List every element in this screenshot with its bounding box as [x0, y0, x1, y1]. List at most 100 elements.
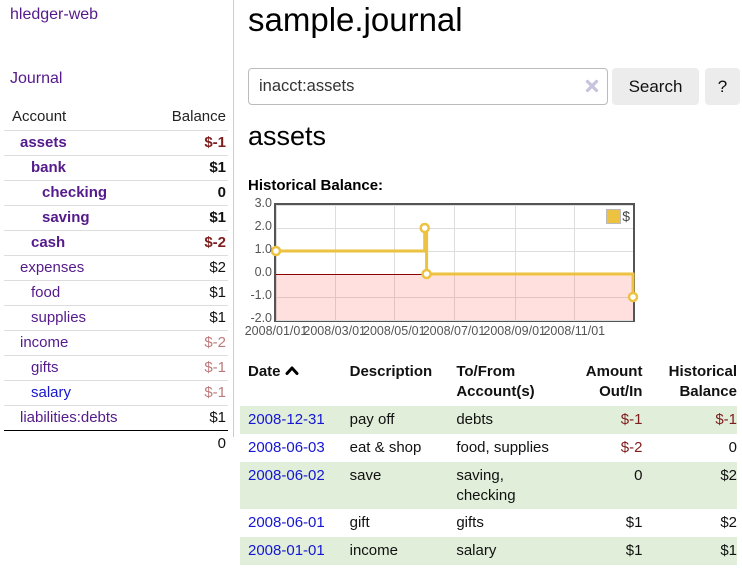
transaction-balance: $2 — [720, 467, 737, 484]
account-balance: $2 — [209, 259, 226, 276]
transaction-balance: $2 — [720, 514, 737, 531]
account-row: salary $-1 — [4, 380, 228, 406]
legend-swatch-icon — [606, 208, 622, 224]
account-link[interactable]: cash — [31, 234, 66, 251]
transaction-description: pay off — [349, 410, 395, 428]
account-balance: $1 — [209, 409, 226, 426]
app-title-link[interactable]: hledger-web — [10, 6, 99, 23]
account-link[interactable]: assets — [20, 134, 67, 151]
account-link[interactable]: supplies — [31, 309, 87, 326]
search-button[interactable]: Search — [612, 68, 699, 105]
account-link[interactable]: income — [20, 334, 69, 351]
account-balance: $1 — [209, 309, 226, 326]
account-row: income $-2 — [4, 330, 228, 356]
transaction-accounts: salary — [456, 541, 497, 559]
transaction-accounts: gifts — [456, 513, 484, 531]
account-link[interactable]: gifts — [31, 359, 59, 376]
transaction-description: eat & shop — [349, 438, 422, 456]
account-row: bank $1 — [4, 155, 228, 181]
accounts-header-row: Account Balance — [4, 104, 228, 131]
transaction-amount: 0 — [634, 467, 643, 484]
transaction-description: gift — [349, 513, 370, 531]
account-row: gifts $-1 — [4, 355, 228, 381]
account-balance: $-2 — [204, 234, 226, 251]
x-axis-tick-label: 2008/11/01 — [543, 324, 606, 338]
account-row: food $1 — [4, 280, 228, 306]
x-axis-tick-label: 2008/01/01 — [244, 324, 308, 338]
transaction-date-link[interactable]: 2008-12-31 — [248, 410, 325, 428]
accounts-total-value: 0 — [153, 430, 228, 456]
search-bar: Search ? — [248, 68, 742, 105]
transaction-amount: $1 — [625, 514, 643, 531]
account-row: checking 0 — [4, 180, 228, 206]
transaction-amount: $-2 — [620, 439, 643, 456]
account-link[interactable]: saving — [42, 209, 90, 226]
register-header-accounts: To/From Account(s) — [456, 363, 535, 400]
register-header-row: Date Description To/From Account(s) Amou… — [240, 358, 737, 406]
clear-search-icon[interactable] — [585, 79, 599, 93]
account-link[interactable]: salary — [31, 384, 72, 401]
account-balance: $-1 — [204, 384, 226, 401]
accounts-table-body: assets $-1 bank $1 checking 0 saving $1 cash $-2 e… — [4, 131, 228, 431]
sort-ascending-icon — [285, 366, 299, 375]
transaction-accounts: food, supplies — [456, 438, 549, 456]
main-content: sample.journal Search ? assets Historica… — [240, 0, 742, 582]
search-input[interactable] — [248, 68, 608, 105]
chart-plot-area: $ — [270, 203, 639, 322]
register-header-description: Description — [349, 363, 433, 380]
x-axis-tick-label: 2008/09/01 — [483, 324, 546, 338]
historical-balance-chart: $ 3.0 2.0 1.0 0.0 -1.0 -2.0 2008/01/01 2008/03… — [245, 196, 742, 348]
x-axis-tick-label: 2008/05/01 — [363, 324, 426, 338]
register-row: 2008-01-01 income salary $1 $1 — [240, 537, 737, 565]
account-link[interactable]: expenses — [20, 259, 85, 276]
legend-label: $ — [622, 208, 630, 224]
account-balance: 0 — [217, 184, 226, 201]
balance-line-series — [270, 222, 639, 303]
transaction-date-link[interactable]: 2008-01-01 — [248, 541, 325, 559]
register-table: Date Description To/From Account(s) Amou… — [240, 358, 737, 565]
y-axis-tick-label: -2.0 — [250, 311, 272, 325]
transaction-date-link[interactable]: 2008-06-01 — [248, 513, 325, 531]
date-header-label: Date — [248, 363, 281, 380]
transaction-date-link[interactable]: 2008-06-03 — [248, 438, 325, 456]
register-header-balance: Historical Balance — [668, 363, 737, 400]
x-axis-tick-label: 2008/03/01 — [303, 324, 366, 338]
account-link[interactable]: liabilities:debts — [20, 409, 118, 426]
account-row: assets $-1 — [4, 131, 228, 156]
transaction-description: save — [349, 466, 382, 484]
transaction-accounts: debts — [456, 410, 494, 428]
transaction-date-link[interactable]: 2008-06-02 — [248, 466, 325, 484]
account-balance: $1 — [209, 284, 226, 301]
account-balance: $-1 — [204, 359, 226, 376]
register-header-amount: Amount Out/In — [585, 363, 643, 400]
account-balance: $-2 — [204, 334, 226, 351]
register-table-body: 2008-12-31 pay off debts $-1 $-1 2008-06-03 ea… — [240, 406, 737, 565]
register-row: 2008-06-02 save saving, checking 0 $2 — [240, 462, 737, 509]
account-row: cash $-2 — [4, 230, 228, 256]
y-axis-tick-label: 2.0 — [254, 219, 272, 233]
account-row: saving $1 — [4, 205, 228, 231]
transaction-balance: $-1 — [715, 411, 737, 428]
transaction-amount: $-1 — [620, 411, 643, 428]
chart-title: Historical Balance: — [248, 177, 384, 194]
accounts-total-row: 0 — [4, 430, 228, 456]
y-axis-tick-label: 1.0 — [254, 242, 272, 256]
sidebar-item-journal[interactable]: Journal — [10, 70, 63, 87]
x-axis-tick-label: 2008/07/01 — [422, 324, 486, 338]
account-link[interactable]: bank — [31, 159, 67, 176]
y-axis-tick-label: -1.0 — [250, 288, 272, 302]
sidebar-divider — [233, 0, 234, 437]
accounts-header-account: Account — [4, 104, 154, 131]
transaction-accounts: saving, checking — [456, 466, 516, 504]
account-balance: $1 — [209, 159, 226, 176]
negative-region — [276, 274, 633, 320]
account-link[interactable]: checking — [42, 184, 108, 201]
transaction-balance: 0 — [728, 439, 737, 456]
register-header-date[interactable]: Date — [240, 358, 342, 406]
transaction-balance: $1 — [720, 542, 737, 559]
account-link[interactable]: food — [31, 284, 61, 301]
help-button[interactable]: ? — [705, 68, 740, 105]
register-row: 2008-06-03 eat & shop food, supplies $-2 0 — [240, 434, 737, 462]
account-row: expenses $2 — [4, 255, 228, 281]
